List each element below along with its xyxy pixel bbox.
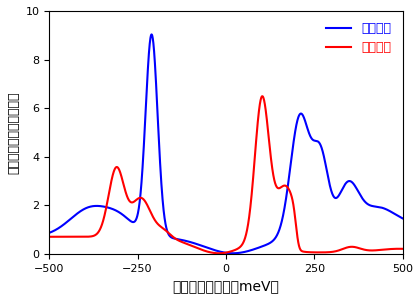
ケース１ xyxy=(108,206,113,210)
ケース２ xyxy=(260,94,265,98)
ケース２ xyxy=(216,251,221,255)
Line: ケース１: ケース１ xyxy=(49,34,402,253)
ケース２ xyxy=(47,235,52,238)
ケース２ xyxy=(87,235,92,238)
ケース２ xyxy=(355,246,360,250)
ケース１ xyxy=(198,243,203,247)
ケース１ xyxy=(182,239,187,242)
Legend: ケース１, ケース２: ケース１, ケース２ xyxy=(321,17,396,59)
ケース２ xyxy=(393,247,398,250)
ケース２ xyxy=(197,247,202,251)
X-axis label: 電子エネルギー（meV）: 電子エネルギー（meV） xyxy=(173,279,279,293)
ケース１ xyxy=(47,231,52,235)
ケース１ xyxy=(231,251,236,255)
ケース１ xyxy=(393,213,398,216)
ケース２ xyxy=(400,247,405,250)
Line: ケース２: ケース２ xyxy=(49,96,402,253)
ケース２ xyxy=(108,184,113,187)
ケース１ xyxy=(149,33,154,36)
ケース１ xyxy=(400,217,405,220)
ケース１ xyxy=(87,205,92,209)
ケース２ xyxy=(182,241,187,245)
Y-axis label: 電子状態数（任意単位）: 電子状態数（任意単位） xyxy=(7,91,20,174)
ケース１ xyxy=(355,189,360,193)
